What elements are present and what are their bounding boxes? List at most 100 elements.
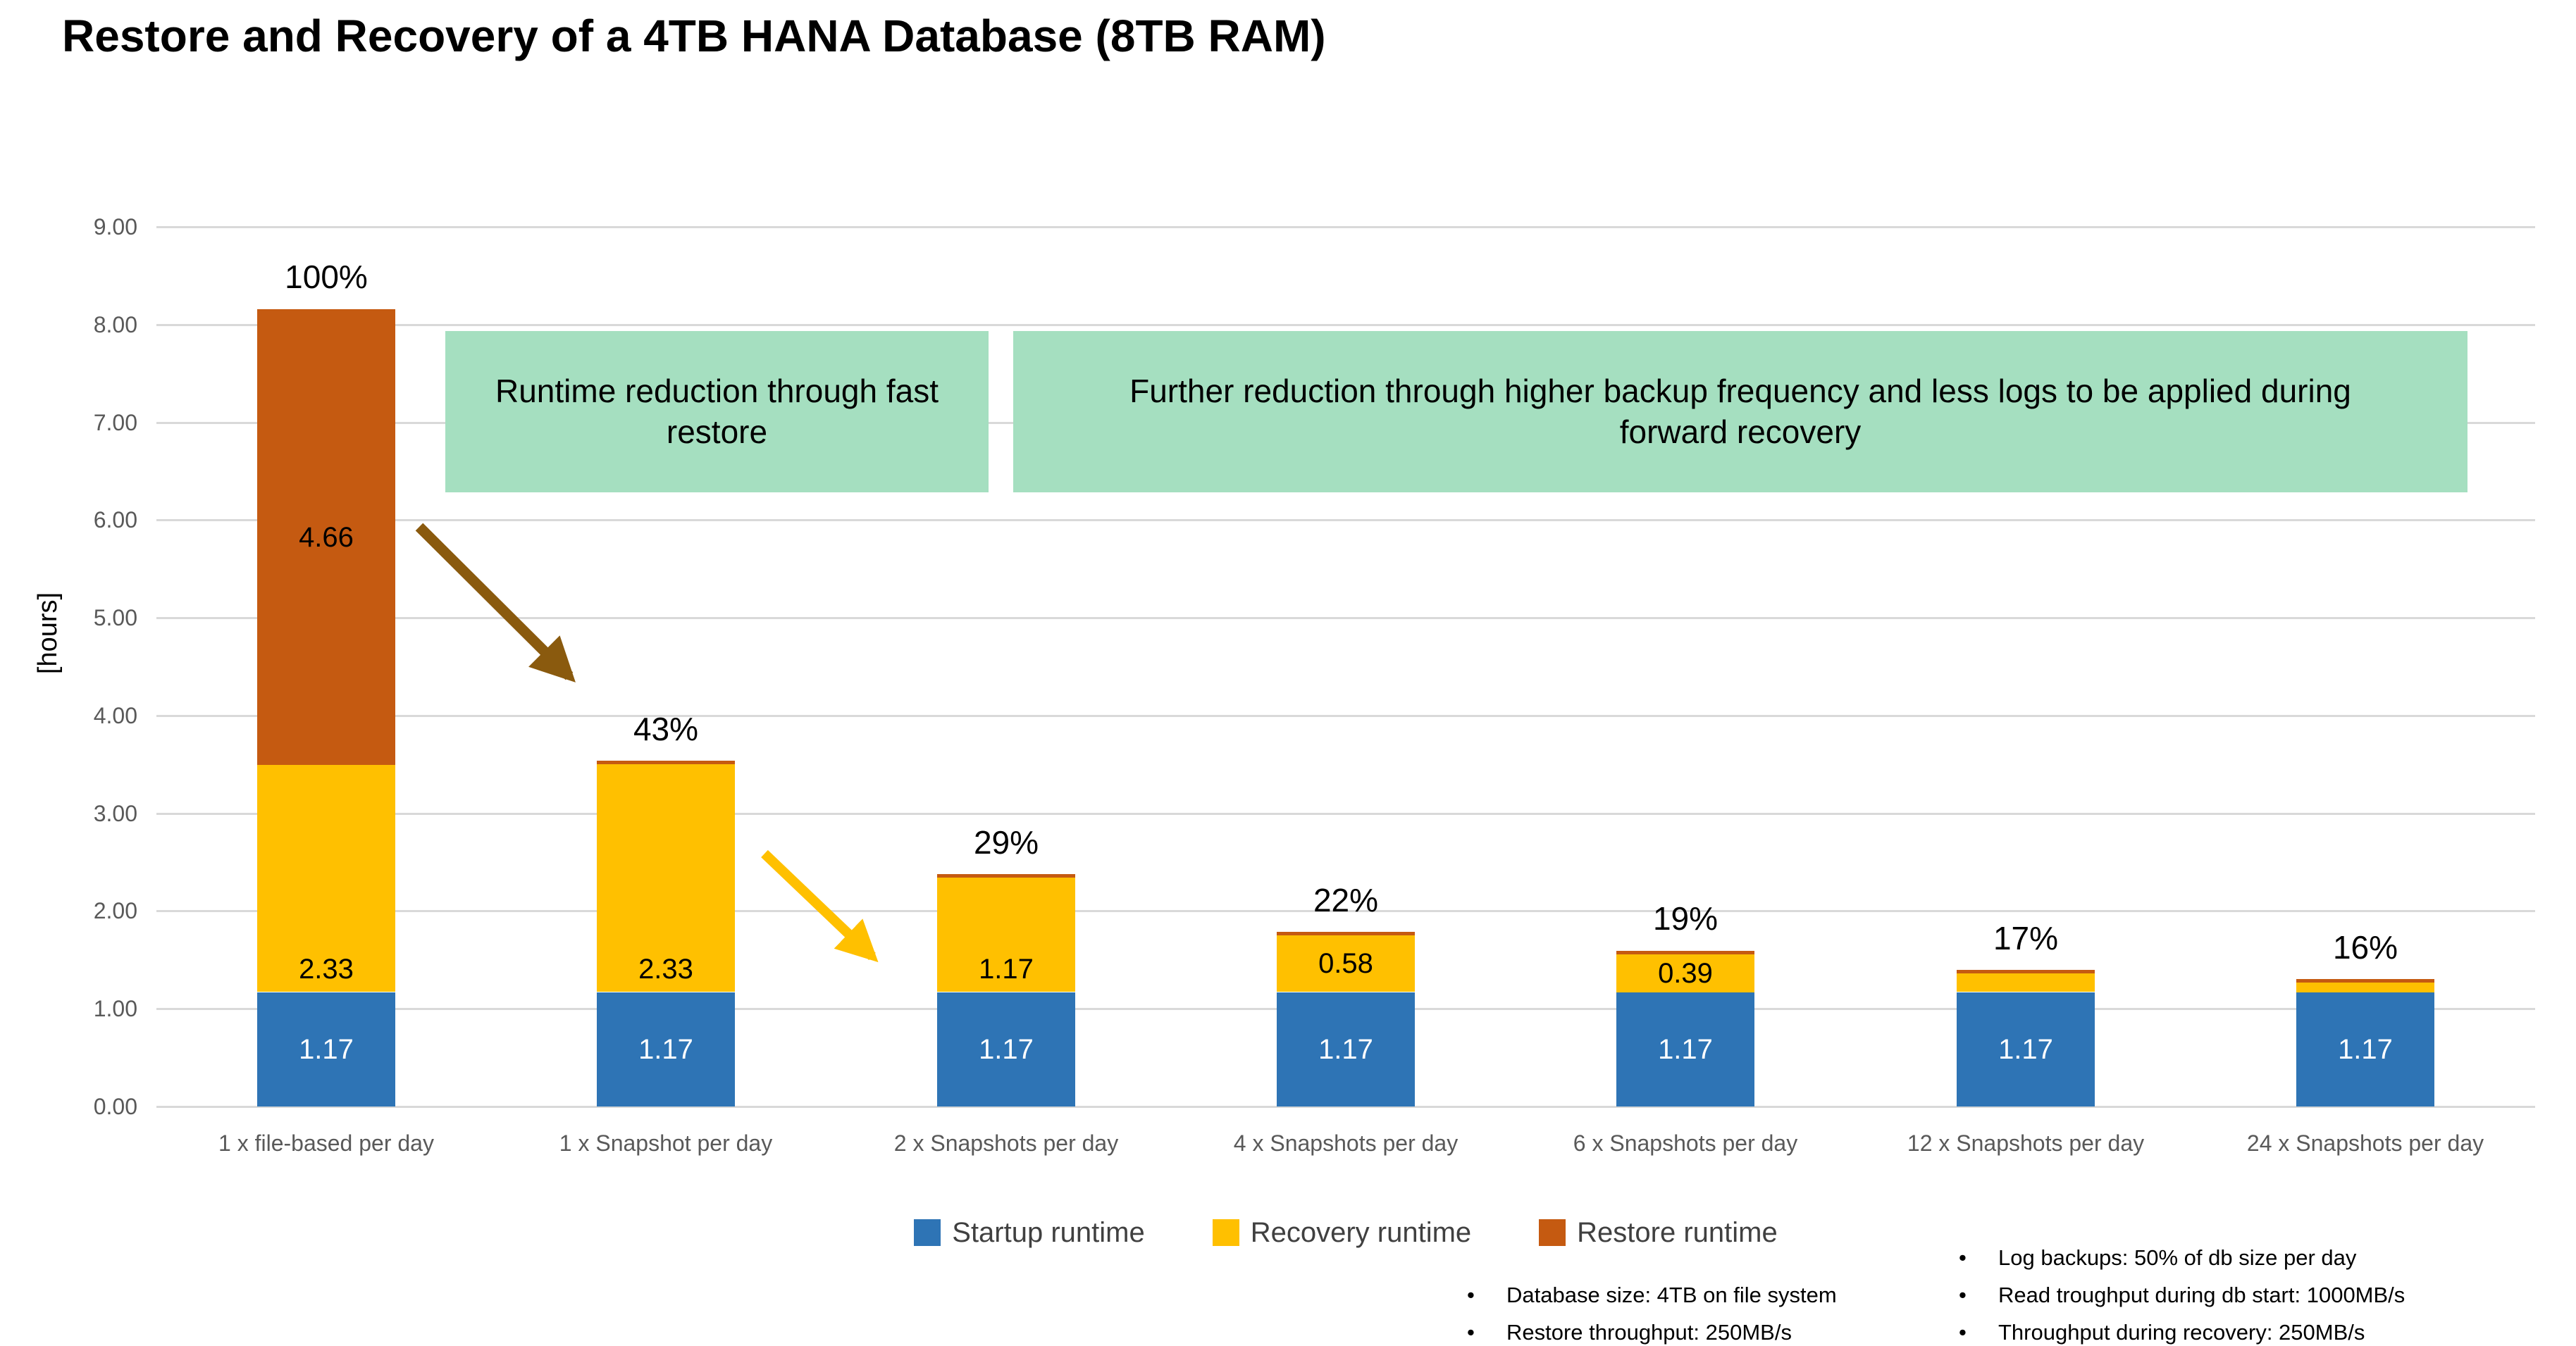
bar-segment-restore-runtime bbox=[937, 874, 1075, 878]
y-tick-label-6.00: 6.00 bbox=[93, 507, 137, 532]
bar-segment-value: 1.17 bbox=[979, 1034, 1034, 1065]
bar-segment-value: 0.58 bbox=[1318, 948, 1373, 979]
bar-segment-value: 1.17 bbox=[1658, 1034, 1713, 1065]
gridline-4.00 bbox=[156, 715, 2535, 717]
legend-label-restore: Restore runtime bbox=[1577, 1217, 1778, 1248]
y-tick-label-7.00: 7.00 bbox=[93, 410, 137, 435]
x-axis-label: 1 x Snapshot per day bbox=[559, 1130, 773, 1156]
total-percent-label: 19% bbox=[1652, 900, 1719, 937]
total-percent-label: 22% bbox=[1313, 882, 1379, 918]
bar-segment-recovery-runtime: 0.58 bbox=[1277, 935, 1415, 992]
gridline-6.00 bbox=[156, 519, 2535, 521]
bar-segment-startup-runtime: 1.17 bbox=[1957, 992, 2095, 1107]
bullet-icon: • bbox=[1959, 1283, 1967, 1307]
gridline-8.00 bbox=[156, 324, 2535, 326]
legend-label-startup: Startup runtime bbox=[952, 1217, 1145, 1248]
annotation-box-backup-frequency: Further reduction through higher backup … bbox=[1013, 331, 2467, 492]
bar-segment-value: 1.17 bbox=[638, 1034, 693, 1065]
bar-segment-startup-runtime: 1.17 bbox=[937, 992, 1075, 1107]
y-tick-label-1.00: 1.00 bbox=[93, 996, 137, 1021]
bar-segment-value: 1.17 bbox=[979, 954, 1034, 985]
note-item: • Restore throughput: 250MB/s bbox=[1467, 1318, 1837, 1346]
legend-swatch-startup-icon bbox=[914, 1219, 941, 1246]
bar-segment-recovery-runtime: 0.39 bbox=[1616, 954, 1754, 992]
gridline-3.00 bbox=[156, 813, 2535, 815]
bar-segment-restore-runtime bbox=[1277, 932, 1415, 935]
bullet-icon: • bbox=[1467, 1283, 1475, 1307]
bar-segment-startup-runtime: 1.17 bbox=[1616, 992, 1754, 1107]
gridline-2.00 bbox=[156, 910, 2535, 912]
bar-segment-recovery-runtime: 2.33 bbox=[597, 764, 735, 992]
y-tick-label-9.00: 9.00 bbox=[93, 214, 137, 239]
legend-item-recovery-runtime: Recovery runtime bbox=[1212, 1216, 1472, 1249]
chart-legend: Startup runtime Recovery runtime Restore… bbox=[156, 1210, 2535, 1255]
notes-right-list: • Log backups: 50% of db size per day • Rea… bbox=[1959, 1243, 2405, 1346]
bar-segment-restore-runtime bbox=[597, 761, 735, 764]
gridline-0.00 bbox=[156, 1106, 2535, 1108]
reduction-arrow-dark bbox=[415, 523, 576, 683]
gridline-9.00 bbox=[156, 226, 2535, 228]
y-tick-label-4.00: 4.00 bbox=[93, 703, 137, 728]
bar-segment-value: 1.17 bbox=[1998, 1034, 2053, 1065]
total-percent-label: 43% bbox=[633, 711, 699, 747]
legend-swatch-restore-icon bbox=[1539, 1219, 1566, 1246]
bar-segment-recovery-runtime: 1.17 bbox=[937, 878, 1075, 992]
note-text: Restore throughput: 250MB/s bbox=[1506, 1320, 1792, 1345]
x-axis-label: 6 x Snapshots per day bbox=[1573, 1130, 1798, 1156]
bar-segment-startup-runtime: 1.17 bbox=[257, 992, 395, 1107]
bullet-icon: • bbox=[1467, 1320, 1475, 1345]
note-item: • Throughput during recovery: 250MB/s bbox=[1959, 1318, 2405, 1346]
legend-label-recovery: Recovery runtime bbox=[1250, 1217, 1472, 1248]
slide-title: Restore and Recovery of a 4TB HANA Datab… bbox=[62, 11, 1326, 61]
legend-swatch-recovery-icon bbox=[1212, 1219, 1239, 1246]
x-axis-label: 4 x Snapshots per day bbox=[1233, 1130, 1459, 1156]
y-tick-label-0.00: 0.00 bbox=[93, 1094, 137, 1119]
note-text: Throughput during recovery: 250MB/s bbox=[1998, 1320, 2365, 1345]
bar-segment-restore-runtime bbox=[2296, 979, 2434, 983]
total-percent-label: 29% bbox=[973, 824, 1039, 861]
bar-segment-recovery-runtime: 2.33 bbox=[257, 764, 395, 992]
gridline-5.00 bbox=[156, 617, 2535, 619]
bar-segment-restore-runtime: 4.66 bbox=[257, 309, 395, 765]
total-percent-label: 17% bbox=[1993, 920, 2059, 956]
y-tick-label-8.00: 8.00 bbox=[93, 312, 137, 337]
bar-segment-value: 2.33 bbox=[299, 954, 354, 985]
bar-segment-restore-runtime bbox=[1957, 970, 2095, 973]
bar-segment-value: 1.17 bbox=[299, 1034, 354, 1065]
total-percent-label: 100% bbox=[285, 258, 368, 295]
y-tick-label-2.00: 2.00 bbox=[93, 898, 137, 923]
note-text: Read troughput during db start: 1000MB/s bbox=[1998, 1283, 2405, 1307]
y-tick-label-3.00: 3.00 bbox=[93, 801, 137, 826]
annotation-box-fast-restore: Runtime reduction through fast restore bbox=[445, 331, 989, 492]
bar-segment-startup-runtime: 1.17 bbox=[597, 992, 735, 1107]
bar-segment-value: 1.17 bbox=[1318, 1034, 1373, 1065]
bar-segment-value: 1.17 bbox=[2338, 1034, 2393, 1065]
annotation-box-backup-frequency-text: Further reduction through higher backup … bbox=[1129, 372, 2351, 450]
note-text: Database size: 4TB on file system bbox=[1506, 1283, 1837, 1307]
bullet-icon: • bbox=[1959, 1245, 1967, 1270]
bullet-icon: • bbox=[1959, 1320, 1967, 1345]
bar-segment-recovery-runtime bbox=[1957, 973, 2095, 992]
note-item: • Database size: 4TB on file system bbox=[1467, 1280, 1837, 1318]
legend-item-startup-runtime: Startup runtime bbox=[914, 1216, 1145, 1249]
x-axis-label: 2 x Snapshots per day bbox=[893, 1130, 1119, 1156]
bar-segment-restore-runtime bbox=[1616, 951, 1754, 954]
reduction-arrow-yellow bbox=[761, 849, 879, 963]
x-axis-label: 1 x file-based per day bbox=[218, 1130, 434, 1156]
legend-item-restore-runtime: Restore runtime bbox=[1539, 1216, 1778, 1249]
x-axis-label: 24 x Snapshots per day bbox=[2246, 1130, 2484, 1156]
bar-segment-value: 2.33 bbox=[638, 954, 693, 985]
note-text: Log backups: 50% of db size per day bbox=[1998, 1245, 2357, 1270]
total-percent-label: 16% bbox=[2332, 929, 2398, 966]
note-item: • Log backups: 50% of db size per day bbox=[1959, 1243, 2405, 1280]
note-item: • Read troughput during db start: 1000MB/… bbox=[1959, 1280, 2405, 1318]
bar-segment-startup-runtime: 1.17 bbox=[1277, 992, 1415, 1107]
bar-segment-value: 0.39 bbox=[1658, 958, 1713, 989]
x-axis-label: 12 x Snapshots per day bbox=[1907, 1130, 2145, 1156]
bar-segment-value: 4.66 bbox=[299, 521, 354, 553]
bar-segment-recovery-runtime bbox=[2296, 983, 2434, 992]
y-axis-title: [hours] bbox=[33, 592, 63, 675]
y-tick-label-5.00: 5.00 bbox=[93, 605, 137, 630]
annotation-box-fast-restore-text: Runtime reduction through fast restore bbox=[495, 372, 939, 450]
